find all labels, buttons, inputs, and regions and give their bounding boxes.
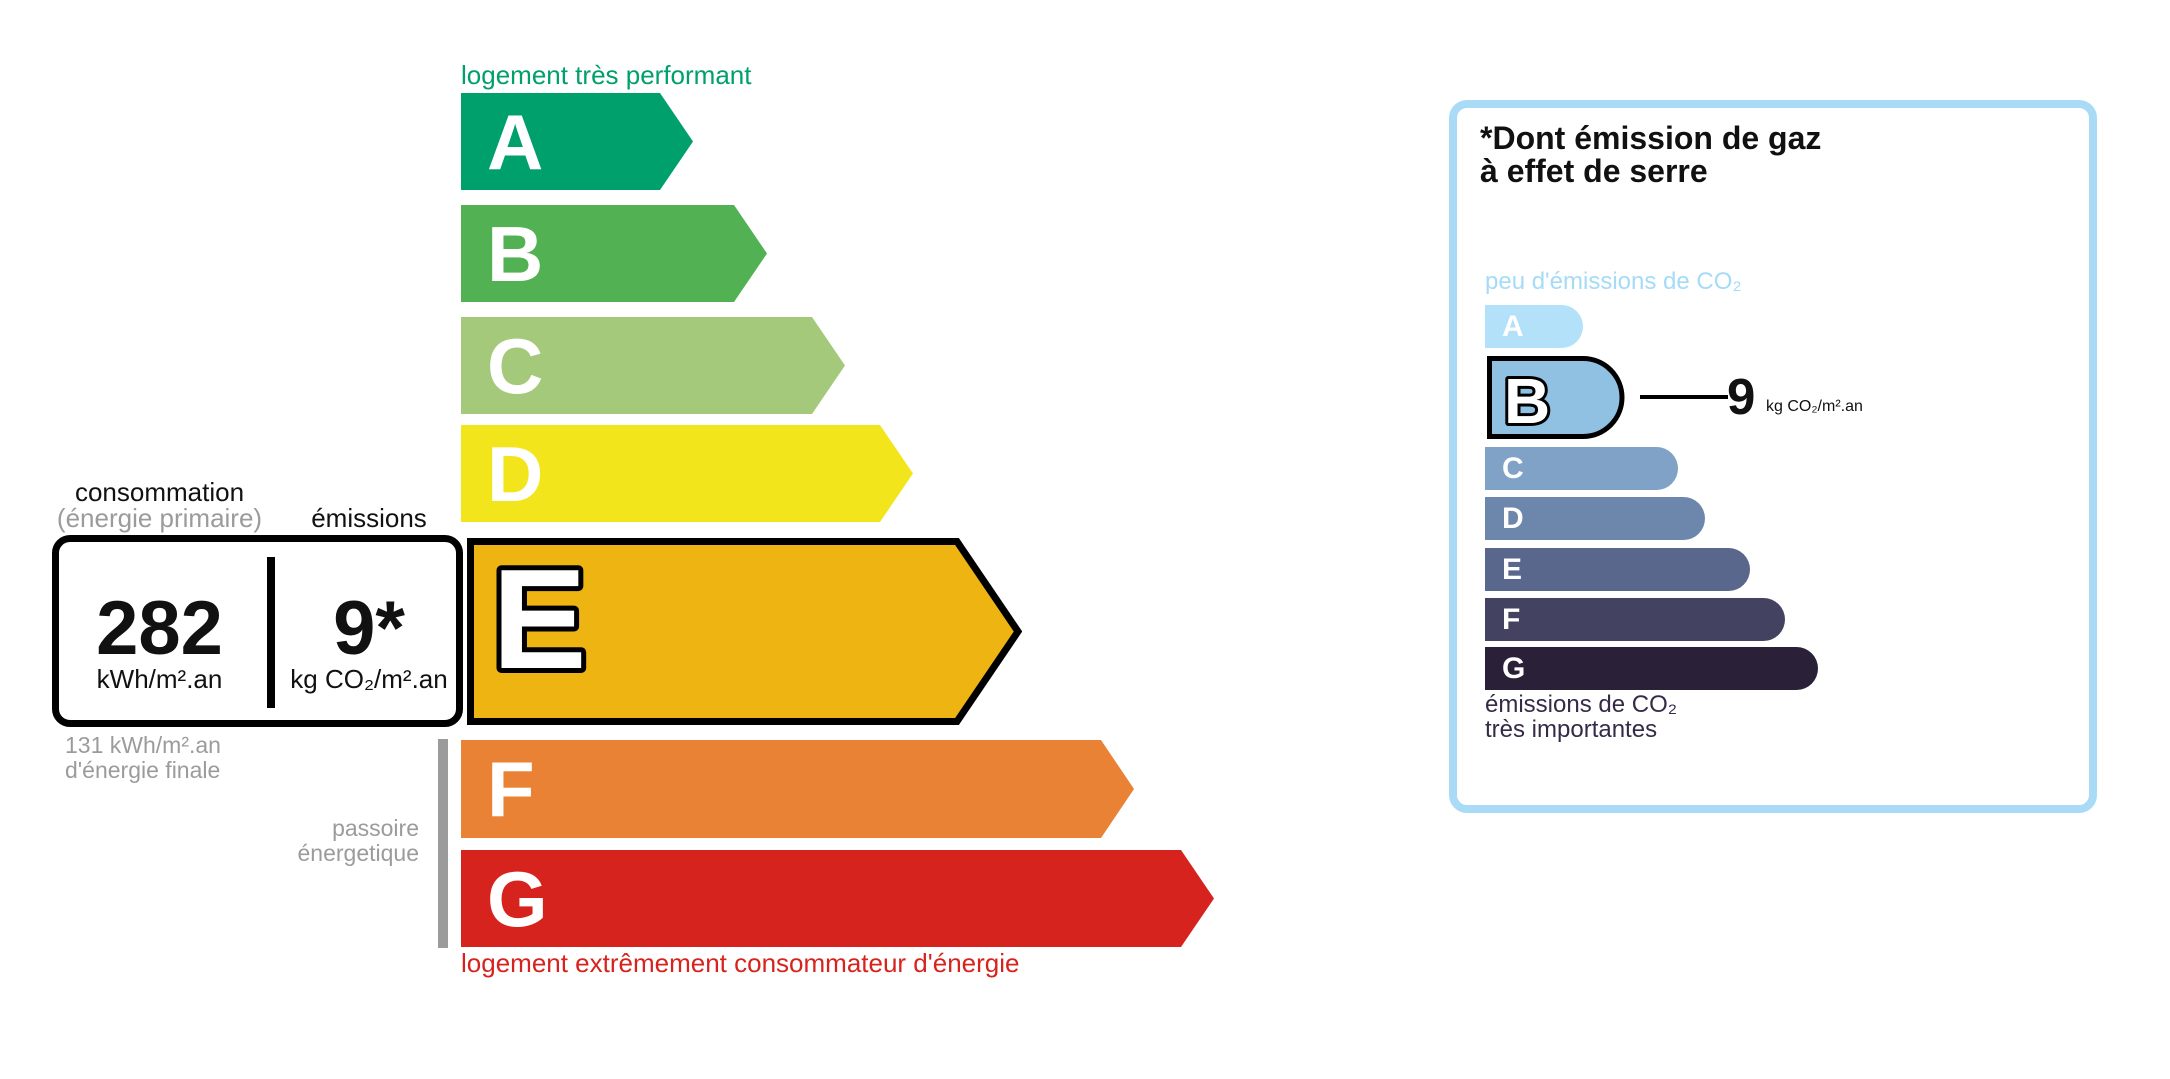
energy-sieve-note: passoire énergetique — [219, 815, 420, 866]
co2-class-a-bar: A — [1485, 305, 1583, 348]
energy-sieve-line1: passoire — [332, 815, 419, 841]
energy-class-a-arrow: A — [461, 93, 693, 190]
energy-sieve-line2: énergetique — [297, 840, 420, 866]
final-energy-line1: 131 kWh/m².an — [65, 732, 221, 758]
co2-high-emissions-line1: émissions de CO₂ — [1485, 691, 1678, 718]
energy-class-e-letter: E — [492, 540, 587, 699]
energy-class-b-letter: B — [487, 209, 544, 298]
energy-class-e-shape — [467, 538, 1022, 725]
energy-sieve-bracket-bar — [438, 739, 448, 948]
co2-class-e-bar: E — [1485, 548, 1750, 591]
co2-panel-title: *Dont émission de gaz à effet de serre — [1480, 122, 1821, 188]
top-performance-label: logement très performant — [461, 60, 752, 90]
final-energy-line2: d'énergie finale — [65, 757, 221, 783]
energy-class-d-arrow: D — [461, 425, 913, 522]
energy-class-c-arrow: C — [461, 317, 845, 414]
energy-class-e-arrow-current: E — [467, 538, 1022, 725]
co2-emission-unit: kg CO₂/m².an — [290, 664, 448, 694]
consumption-label: consommation — [74, 477, 245, 507]
co2-emissions-panel — [1449, 100, 2097, 813]
energy-consumption-value: 282 — [96, 586, 223, 671]
co2-class-f-letter: F — [1502, 602, 1521, 636]
co2-class-g-bar: G — [1485, 647, 1818, 690]
energy-class-a-letter: A — [487, 97, 544, 186]
consumption-value-box — [52, 535, 463, 727]
co2-panel-title-line2: à effet de serre — [1480, 153, 1708, 189]
energy-consumption-unit: kWh/m².an — [96, 664, 223, 694]
energy-class-b-arrow: B — [461, 205, 767, 302]
energy-class-f-arrow: F — [461, 740, 1134, 838]
co2-class-g-letter: G — [1502, 651, 1526, 685]
co2-class-e-letter: E — [1502, 552, 1523, 586]
primary-energy-label: (énergie primaire) — [56, 503, 263, 533]
co2-value-connector-line — [1640, 395, 1728, 399]
co2-panel-value: 9 — [1727, 368, 1756, 425]
final-energy-note: 131 kWh/m².an d'énergie finale — [65, 733, 221, 783]
co2-emission-value: 9* — [333, 586, 405, 671]
co2-low-emissions-label: peu d'émissions de CO₂ — [1485, 268, 1742, 295]
co2-panel-value-unit: kg CO₂/m².an — [1766, 398, 1863, 415]
co2-class-c-bar: C — [1485, 447, 1678, 490]
co2-class-b-shape — [1487, 356, 1625, 439]
co2-class-d-letter: D — [1502, 501, 1524, 535]
co2-class-b-letter: B — [1504, 365, 1550, 437]
co2-class-c-letter: C — [1502, 451, 1524, 485]
co2-high-emissions-label: émissions de CO₂ très importantes — [1485, 692, 1677, 742]
energy-class-f-letter: F — [487, 745, 535, 833]
energy-class-g-arrow: G — [461, 850, 1214, 947]
co2-class-f-bar: F — [1485, 598, 1785, 641]
co2-panel-title-line1: *Dont émission de gaz — [1480, 120, 1822, 156]
emissions-label: émissions — [311, 503, 427, 533]
energy-class-c-letter: C — [487, 321, 544, 410]
co2-class-d-bar: D — [1485, 497, 1705, 540]
energy-class-d-letter: D — [487, 429, 544, 518]
energy-class-g-letter: G — [487, 854, 548, 943]
co2-class-b-pill-current: B — [1487, 356, 1625, 439]
co2-high-emissions-line2: très importantes — [1485, 716, 1658, 743]
bottom-performance-label: logement extrêmement consommateur d'éner… — [461, 948, 1020, 978]
value-box-divider — [267, 557, 275, 708]
co2-class-a-letter: A — [1502, 309, 1524, 343]
